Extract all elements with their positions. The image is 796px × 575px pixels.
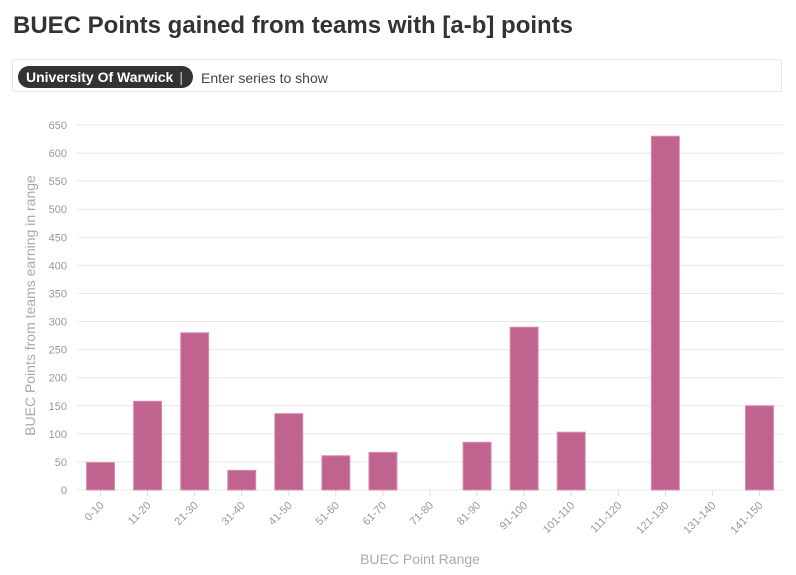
bar <box>650 135 680 491</box>
series-chip-label: University Of Warwick <box>26 69 174 85</box>
y-tick-label: 50 <box>55 457 67 469</box>
x-axis-label: BUEC Point Range <box>360 551 480 567</box>
x-tick-label: 41-50 <box>267 500 295 528</box>
x-tick-label: 0-10 <box>83 500 107 524</box>
y-tick-label: 450 <box>49 232 67 244</box>
bar <box>133 400 163 491</box>
bar <box>462 441 492 491</box>
x-tick-label: 11-20 <box>126 500 154 528</box>
bar <box>509 326 539 491</box>
y-tick-label: 100 <box>49 429 67 441</box>
y-tick-label: 350 <box>49 288 67 300</box>
x-tick-label: 71-80 <box>408 500 436 528</box>
x-tick-label: 121-130 <box>634 500 671 537</box>
bar <box>321 455 351 491</box>
series-input[interactable] <box>199 66 703 90</box>
bar <box>274 413 304 491</box>
x-tick-label: 131-140 <box>681 500 718 537</box>
x-tick-label: 101-110 <box>541 500 577 536</box>
y-tick-label: 600 <box>49 148 67 160</box>
bar <box>744 405 774 491</box>
y-axis-label: BUEC Points from teams earning in range <box>22 175 38 436</box>
y-tick-label: 400 <box>49 260 67 272</box>
y-tick-label: 500 <box>49 204 67 216</box>
x-tick-label: 51-60 <box>314 500 342 528</box>
bar <box>368 451 398 491</box>
x-tick-label: 111-120 <box>589 500 625 536</box>
bar <box>180 332 210 491</box>
chip-separator: | <box>179 69 183 85</box>
bar <box>227 469 257 491</box>
x-tick-label: 91-100 <box>498 500 531 533</box>
x-tick-label: 21-30 <box>172 500 200 528</box>
y-tick-label: 250 <box>49 345 67 357</box>
y-tick-label: 300 <box>49 317 67 329</box>
x-tick-label: 31-40 <box>219 500 247 528</box>
y-tick-label: 150 <box>49 401 67 413</box>
page-title: BUEC Points gained from teams with [a-b]… <box>13 12 574 39</box>
y-tick-label: 650 <box>49 120 67 132</box>
bar <box>556 431 586 491</box>
bar <box>86 461 116 491</box>
series-selector[interactable]: University Of Warwick | <box>12 59 782 92</box>
y-tick-label: 0 <box>61 485 67 497</box>
x-tick-label: 141-150 <box>729 500 766 537</box>
y-tick-label: 200 <box>49 373 67 385</box>
x-tick-label: 81-90 <box>455 500 483 528</box>
x-tick-label: 61-70 <box>361 500 389 528</box>
y-tick-label: 550 <box>49 176 67 188</box>
series-chip[interactable]: University Of Warwick | <box>18 66 193 88</box>
